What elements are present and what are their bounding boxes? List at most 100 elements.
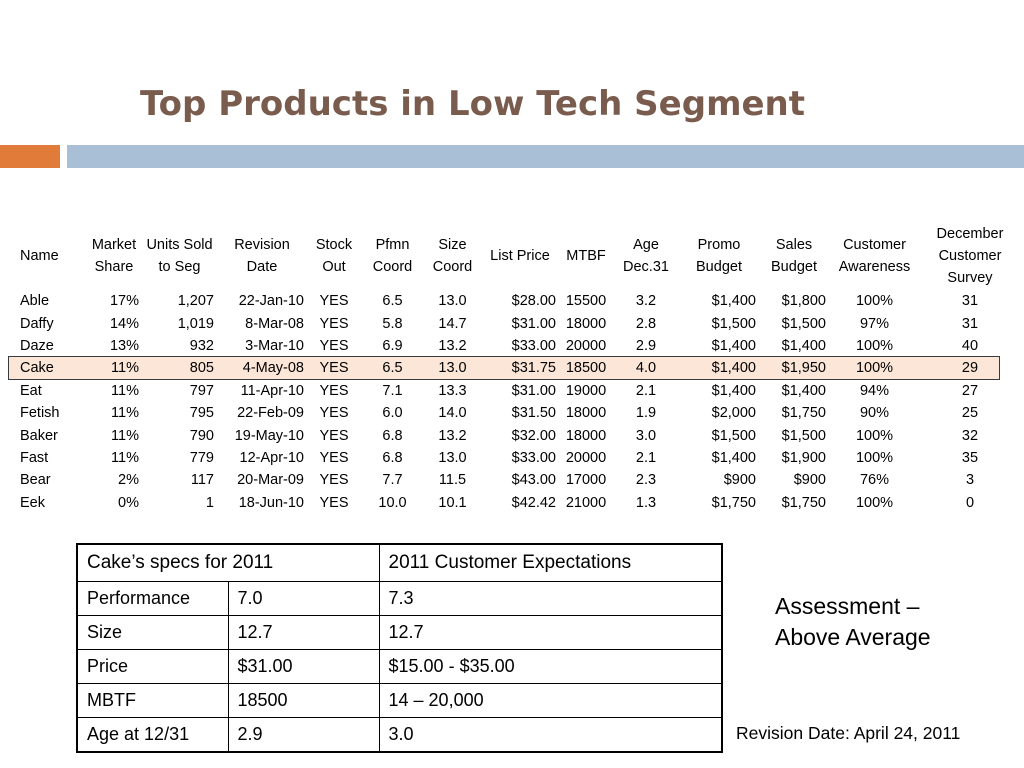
product-cell: 4-May-08 [242, 360, 304, 377]
product-cell: 15500 [565, 293, 607, 310]
product-cell: 11% [111, 360, 139, 377]
product-cell: 13.0 [438, 449, 467, 466]
col-header: Name [16, 222, 86, 290]
product-cell: 117 [190, 472, 214, 489]
col-header: Customer Awareness [829, 222, 920, 290]
product-cell: YES [319, 449, 349, 466]
col-header-line: Stock [315, 237, 353, 253]
product-cell: 100% [855, 337, 894, 354]
product-name: Fast [20, 449, 49, 466]
product-cell: YES [319, 494, 349, 511]
product-cell: 29 [961, 360, 979, 377]
product-cell: $31.50 [511, 405, 556, 422]
product-cell: 11% [111, 449, 139, 466]
product-cell: 2.1 [635, 449, 657, 466]
product-cell: 11% [111, 427, 139, 444]
col-header-line: Share [94, 259, 134, 275]
col-header-line: List Price [490, 248, 550, 264]
col-header-line: Coord [432, 259, 473, 275]
product-cell: YES [319, 315, 349, 332]
col-header-line: Market [91, 237, 137, 253]
product-cell: $1,500 [781, 427, 826, 444]
product-cell: 0 [965, 494, 975, 511]
product-row: Daffy 14% 1,019 8-Mar-08 YES 5.8 14.7 $31.00 180… [16, 312, 1020, 334]
product-cell: 13.2 [438, 427, 467, 444]
col-header-line: Sales [775, 237, 813, 253]
product-name: Bear [20, 472, 51, 489]
product-cell: 14.7 [438, 315, 467, 332]
revision-date: Revision Date: April 24, 2011 [736, 723, 961, 743]
product-cell: 4.0 [635, 360, 657, 377]
specs-row: Size 12.7 12.7 [76, 615, 723, 650]
product-cell: 10.0 [378, 494, 407, 511]
col-header-line: MTBF [566, 248, 606, 264]
product-cell: $1,750 [711, 494, 756, 511]
products-header-row: Name Market Share Units Sold to Seg Revision D… [16, 222, 1020, 290]
product-cell: 790 [189, 427, 214, 444]
product-cell: $1,400 [781, 337, 826, 354]
col-header-line: Age [633, 237, 659, 253]
product-name: Eek [20, 494, 45, 511]
product-cell: 20000 [565, 337, 607, 354]
product-name: Baker [20, 427, 58, 444]
col-header-line: to Seg [158, 259, 201, 275]
product-cell: 11% [111, 382, 139, 399]
product-cell: 11-Apr-10 [240, 382, 304, 399]
col-header-line: Coord [372, 259, 413, 275]
product-cell: $32.00 [511, 427, 556, 444]
product-cell: 6.8 [382, 427, 403, 444]
product-cell: 1.9 [635, 405, 657, 422]
col-header: Revision Date [217, 222, 307, 290]
product-cell: 13.0 [438, 360, 467, 377]
product-cell: 100% [855, 427, 894, 444]
col-header-line: Size [438, 237, 467, 253]
product-row: Fast 11% 779 12-Apr-10 YES 6.8 13.0 $33.00 20000… [16, 447, 1020, 469]
col-header-line: Survey [947, 270, 993, 286]
col-header: Stock Out [307, 222, 361, 290]
product-cell: 76% [859, 472, 890, 489]
specs-header-left: Cake’s specs for 2011 [76, 543, 380, 582]
product-cell: 90% [859, 405, 890, 422]
product-cell: $1,500 [711, 315, 756, 332]
col-header: Promo Budget [679, 222, 759, 290]
spec-value: 2.9 [227, 717, 380, 753]
product-cell: 40 [961, 337, 979, 354]
assessment-text: Assessment – Above Average [775, 591, 995, 653]
product-cell: 94% [859, 382, 890, 399]
product-cell: 3 [965, 472, 975, 489]
specs-header-row: Cake’s specs for 2011 2011 Customer Expe… [76, 543, 723, 582]
accent-bar-blue [67, 145, 1024, 168]
product-cell: YES [319, 472, 349, 489]
product-cell: 2.8 [635, 315, 657, 332]
product-row: Baker 11% 790 19-May-10 YES 6.8 13.2 $32.00 1800… [16, 424, 1020, 446]
product-cell: YES [319, 427, 349, 444]
col-header: Pfmn Coord [361, 222, 424, 290]
spec-label: MBTF [76, 683, 229, 718]
assessment-line-1: Assessment – [775, 593, 920, 619]
spec-expectation: 3.0 [378, 717, 723, 753]
product-cell: 20-Mar-09 [237, 472, 304, 489]
product-row: Cake 11% 805 4-May-08 YES 6.5 13.0 $31.75 18500 4… [16, 357, 1020, 379]
specs-row: Performance 7.0 7.3 [76, 581, 723, 616]
product-name: Eat [20, 382, 42, 399]
product-cell: 35 [961, 449, 979, 466]
product-cell: 13% [109, 337, 139, 354]
product-cell: 27 [961, 382, 979, 399]
col-header: December Customer Survey [920, 222, 1020, 290]
product-cell: 5.8 [382, 315, 403, 332]
spec-value: 12.7 [227, 615, 380, 650]
product-name: Cake [20, 360, 54, 377]
product-cell: $42.42 [511, 494, 556, 511]
product-cell: 1 [205, 494, 214, 511]
highlight-row-box [8, 356, 1000, 380]
product-row: Bear 2% 117 20-Mar-09 YES 7.7 11.5 $43.00 17000 2… [16, 469, 1020, 491]
col-header: Age Dec.31 [613, 222, 679, 290]
product-cell: 797 [189, 382, 214, 399]
product-cell: $1,750 [781, 405, 826, 422]
spec-label: Age at 12/31 [76, 717, 229, 753]
col-header-line: December [936, 226, 1004, 242]
product-cell: 22-Jan-10 [238, 293, 304, 310]
product-name: Fetish [20, 405, 60, 422]
product-cell: 18-Jun-10 [238, 494, 304, 511]
product-cell: 2.3 [635, 472, 657, 489]
